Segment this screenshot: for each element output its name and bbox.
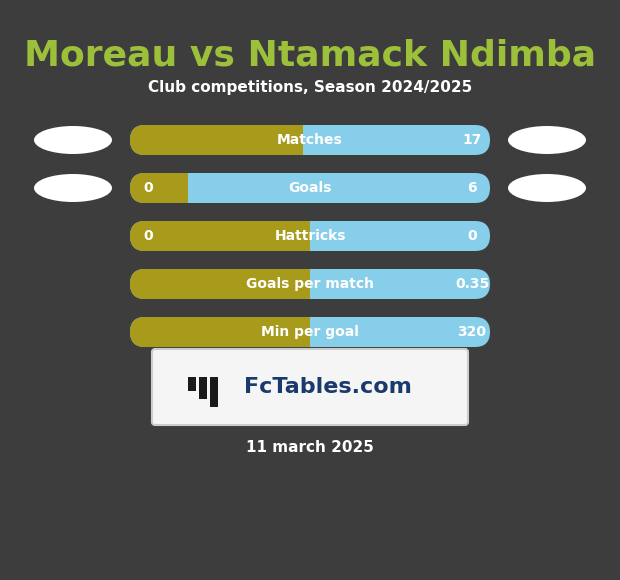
FancyBboxPatch shape (130, 317, 490, 347)
Bar (170, 173, 188, 203)
Text: 6: 6 (467, 181, 477, 195)
Text: Goals per match: Goals per match (246, 277, 374, 291)
FancyBboxPatch shape (152, 349, 468, 425)
FancyBboxPatch shape (130, 125, 490, 155)
Bar (199, 377, 207, 399)
FancyBboxPatch shape (130, 221, 310, 251)
Text: FcTables.com: FcTables.com (244, 377, 412, 397)
Bar (210, 377, 218, 407)
FancyBboxPatch shape (130, 173, 490, 203)
FancyBboxPatch shape (130, 125, 303, 155)
Bar (286, 125, 303, 155)
Text: Club competitions, Season 2024/2025: Club competitions, Season 2024/2025 (148, 80, 472, 95)
FancyBboxPatch shape (130, 221, 490, 251)
Bar (293, 317, 310, 347)
Ellipse shape (508, 126, 586, 154)
Text: 0: 0 (143, 229, 153, 243)
Text: 11 march 2025: 11 march 2025 (246, 440, 374, 455)
Ellipse shape (34, 174, 112, 202)
Text: Hattricks: Hattricks (274, 229, 346, 243)
Text: Matches: Matches (277, 133, 343, 147)
Text: 17: 17 (463, 133, 482, 147)
Text: 0.35: 0.35 (455, 277, 489, 291)
Ellipse shape (508, 174, 586, 202)
FancyBboxPatch shape (130, 317, 310, 347)
Text: Moreau vs Ntamack Ndimba: Moreau vs Ntamack Ndimba (24, 38, 596, 72)
FancyBboxPatch shape (130, 269, 490, 299)
Bar (293, 221, 310, 251)
Text: Goals: Goals (288, 181, 332, 195)
FancyBboxPatch shape (130, 269, 310, 299)
Bar (293, 269, 310, 299)
Bar (188, 377, 196, 391)
FancyBboxPatch shape (130, 173, 188, 203)
Text: 0: 0 (467, 229, 477, 243)
Text: 0: 0 (143, 181, 153, 195)
Text: 320: 320 (458, 325, 487, 339)
Ellipse shape (34, 126, 112, 154)
Text: Min per goal: Min per goal (261, 325, 359, 339)
